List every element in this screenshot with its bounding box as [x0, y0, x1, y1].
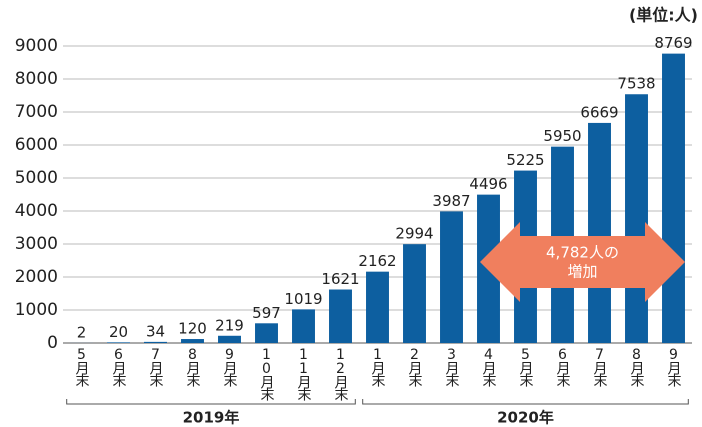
bar	[625, 94, 648, 343]
bar	[181, 339, 204, 343]
value-label: 34	[146, 322, 165, 340]
x-tick-label: 9月末	[665, 347, 682, 385]
bar	[144, 341, 167, 343]
annotation-arrow	[480, 222, 685, 302]
x-tick-label: 6月末	[554, 347, 571, 385]
x-tick-label: 2月末	[406, 347, 423, 385]
y-tick-label: 9000	[15, 36, 58, 56]
annotation-text: 4,782人の増加	[546, 243, 619, 280]
y-tick-label: 8000	[15, 69, 58, 89]
y-tick-label: 0	[47, 333, 58, 353]
value-label: 2162	[358, 252, 396, 270]
x-tick-label: 1月末	[369, 347, 386, 385]
y-tick-label: 3000	[15, 234, 58, 254]
bar	[662, 53, 685, 344]
x-tick-label: 12月末	[332, 347, 349, 399]
bar	[588, 122, 611, 343]
x-tick-label: 5月末	[73, 347, 90, 385]
group-bracket	[362, 399, 689, 405]
bar	[440, 211, 463, 343]
bar	[107, 342, 130, 343]
value-label: 20	[109, 323, 128, 341]
y-tick-label: 7000	[15, 102, 58, 122]
value-label: 120	[178, 320, 207, 338]
x-tick-label: 10月末	[258, 347, 275, 399]
x-tick-label: 8月末	[628, 347, 645, 385]
x-tick-label: 9月末	[221, 347, 238, 385]
value-label: 2	[77, 323, 87, 341]
y-tick-label: 1000	[15, 300, 58, 320]
x-tick-label: 5月末	[517, 347, 534, 385]
bar	[218, 335, 241, 343]
value-label: 2994	[395, 225, 433, 243]
y-tick-label: 5000	[15, 168, 58, 188]
value-label: 4496	[469, 175, 507, 193]
value-label: 5950	[543, 127, 581, 145]
value-label: 219	[215, 316, 244, 334]
y-tick-label: 4000	[15, 201, 58, 221]
group-bracket	[66, 399, 356, 405]
x-tick-label: 7月末	[147, 347, 164, 385]
y-tick-label: 6000	[15, 135, 58, 155]
group-label: 2019年	[183, 409, 240, 427]
y-tick-label: 2000	[15, 267, 58, 287]
value-label: 597	[252, 304, 281, 322]
value-label: 1019	[284, 290, 322, 308]
value-label: 1621	[321, 270, 359, 288]
bar	[255, 323, 278, 343]
value-label: 7538	[617, 75, 655, 93]
x-tick-label: 11月末	[295, 347, 312, 399]
x-tick-label: 3月末	[443, 347, 460, 385]
value-label: 5225	[506, 151, 544, 169]
value-label: 3987	[432, 192, 470, 210]
group-label: 2020年	[497, 409, 554, 427]
x-tick-label: 4月末	[480, 347, 497, 385]
bar	[403, 244, 426, 343]
value-label: 8769	[654, 34, 692, 52]
x-tick-label: 8月末	[184, 347, 201, 385]
x-tick-label: 6月末	[110, 347, 127, 385]
bar	[292, 309, 315, 343]
x-tick-label: 7月末	[591, 347, 608, 385]
bar	[366, 271, 389, 343]
bar	[329, 289, 352, 343]
unit-label: (単位:人)	[629, 6, 698, 25]
value-label: 6669	[580, 103, 618, 121]
